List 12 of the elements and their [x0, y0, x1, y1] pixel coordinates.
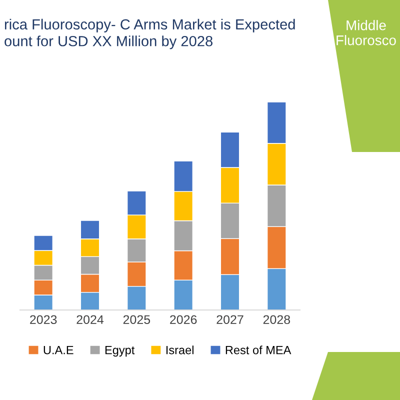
legend-label: Rest of MEA — [226, 346, 292, 354]
text: Middle Fluorosco — [336, 20, 396, 46]
legend-label: Egypt — [105, 346, 135, 357]
x-tick-label: 2026 — [170, 315, 197, 324]
x-tick-label: 2027 — [216, 315, 244, 324]
legend-label: U.A.E — [44, 346, 74, 354]
x-tick-label: 2025 — [123, 315, 150, 324]
legend-label: Israel — [166, 346, 194, 354]
x-tick-label: 2028 — [263, 315, 290, 324]
chart-title: rica Fluoroscopy- C Arms Market is Expected ount for USD XX Million by 2028 — [4, 18, 295, 50]
x-tick-label: 2024 — [76, 315, 104, 324]
x-tick-label: 2023 — [30, 315, 57, 324]
